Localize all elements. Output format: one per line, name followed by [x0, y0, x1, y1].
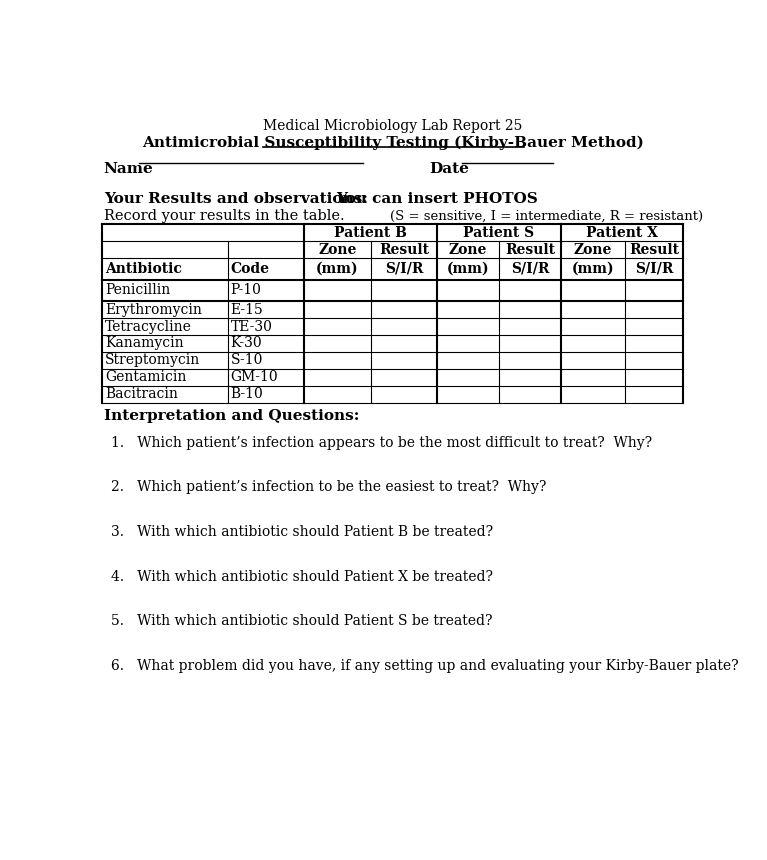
Text: B-10: B-10	[231, 387, 264, 402]
Text: K-30: K-30	[231, 336, 262, 350]
Text: TE-30: TE-30	[231, 320, 272, 334]
Text: (mm): (mm)	[446, 261, 489, 276]
Text: 6.   What problem did you have, if any setting up and evaluating your Kirby-Baue: 6. What problem did you have, if any set…	[111, 659, 739, 673]
Text: S-10: S-10	[231, 353, 263, 367]
Text: Gentamicin: Gentamicin	[105, 371, 186, 384]
Text: Your Results and observations:: Your Results and observations:	[104, 192, 367, 206]
Text: Kanamycin: Kanamycin	[105, 336, 184, 350]
Text: Antibiotic: Antibiotic	[105, 261, 182, 276]
Text: Patient S: Patient S	[463, 225, 535, 240]
Text: 4.   With which antibiotic should Patient X be treated?: 4. With which antibiotic should Patient …	[111, 570, 493, 584]
Text: You can insert PHOTOS: You can insert PHOTOS	[336, 192, 538, 206]
Text: Zone: Zone	[574, 243, 612, 256]
Text: Antimicrobial Susceptibility Testing (Kirby-Bauer Method): Antimicrobial Susceptibility Testing (Ki…	[142, 136, 644, 150]
Text: Zone: Zone	[449, 243, 487, 256]
Text: (mm): (mm)	[571, 261, 614, 276]
Text: (S = sensitive, I = intermediate, R = resistant): (S = sensitive, I = intermediate, R = re…	[390, 210, 703, 223]
Text: E-15: E-15	[231, 303, 264, 316]
Text: 3.   With which antibiotic should Patient B be treated?: 3. With which antibiotic should Patient …	[111, 525, 493, 539]
Text: Code: Code	[231, 261, 270, 276]
Text: Date: Date	[429, 163, 469, 176]
Text: Tetracycline: Tetracycline	[105, 320, 192, 334]
Text: Medical Microbiology Lab Report 25: Medical Microbiology Lab Report 25	[263, 119, 523, 132]
Text: Result: Result	[379, 243, 429, 256]
Text: GM-10: GM-10	[231, 371, 278, 384]
Text: Record your results in the table.: Record your results in the table.	[104, 210, 344, 224]
Text: 1.   Which patient’s infection appears to be the most difficult to treat?  Why?: 1. Which patient’s infection appears to …	[111, 436, 653, 450]
Text: S/I/R: S/I/R	[511, 261, 549, 276]
Text: 2.   Which patient’s infection to be the easiest to treat?  Why?: 2. Which patient’s infection to be the e…	[111, 481, 547, 494]
Text: Name: Name	[104, 163, 153, 176]
Text: S/I/R: S/I/R	[634, 261, 673, 276]
Text: Patient X: Patient X	[586, 225, 657, 240]
Text: Interpretation and Questions:: Interpretation and Questions:	[104, 408, 359, 423]
Text: 5.   With which antibiotic should Patient S be treated?: 5. With which antibiotic should Patient …	[111, 615, 493, 629]
Text: Zone: Zone	[318, 243, 357, 256]
Text: P-10: P-10	[231, 283, 262, 298]
Text: Erythromycin: Erythromycin	[105, 303, 202, 316]
Text: (mm): (mm)	[316, 261, 359, 276]
Text: Bacitracin: Bacitracin	[105, 387, 178, 402]
Text: Patient B: Patient B	[334, 225, 407, 240]
Text: Streptomycin: Streptomycin	[105, 353, 200, 367]
Text: Result: Result	[629, 243, 679, 256]
Text: Result: Result	[505, 243, 555, 256]
Text: Penicillin: Penicillin	[105, 283, 170, 298]
Text: S/I/R: S/I/R	[385, 261, 423, 276]
